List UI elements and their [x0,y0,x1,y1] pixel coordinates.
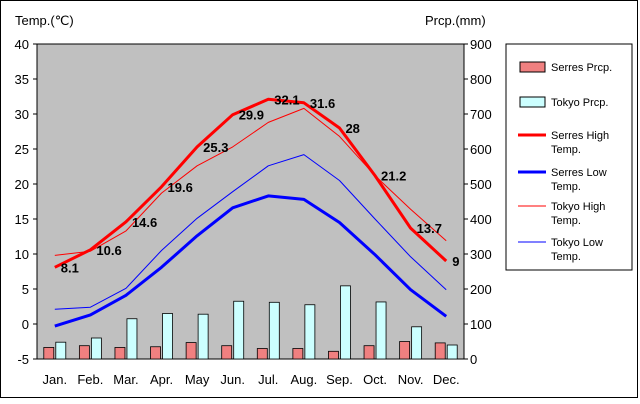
bar-serres-prcp [434,342,446,360]
legend-label: Temp. [551,215,581,227]
data-label: 10.6 [96,243,121,258]
bar-tokyo-prcp [126,318,138,360]
x-tick-label: Apr. [150,372,173,387]
legend-label: Tokyo Low [551,237,603,249]
x-tick-label: Oct. [363,372,387,387]
y-left-tick-label: 5 [22,282,29,297]
y-right-axis-title: Prcp.(mm) [425,13,486,28]
bar-tokyo-prcp [55,341,67,360]
x-tick-label: Jul. [258,372,278,387]
y-right-tick-label: 500 [470,177,492,192]
bar-tokyo-prcp [446,344,458,360]
bar-tokyo-prcp [233,300,245,360]
y-left-tick-label: 20 [15,177,29,192]
x-tick-label: Sep. [326,372,353,387]
y-left-tick-label: 15 [15,212,29,227]
y-left-tick-label: 35 [15,72,29,87]
temperature-lines [54,97,448,328]
y-right-tick-label: 700 [470,107,492,122]
line-serres-low-temp [54,194,448,328]
axes: 40 35 30 25 20 15 10 5 0 -5 900 800 700 600 500 400 300 2… [15,37,492,387]
x-tick-label: May [185,372,210,387]
bar-tokyo-prcp [411,326,423,360]
data-label: 29.9 [239,108,264,123]
data-label: 9 [452,254,459,269]
data-label: 32.1 [274,92,299,107]
bar-serres-prcp [221,345,233,360]
bar-serres-prcp [256,348,268,360]
data-label: 31.6 [310,96,335,111]
data-labels: 8.1 10.6 14.6 19.6 25.3 29.9 32.1 31.6 28 21.2 13.… [61,92,460,275]
y-right-tick-label: 100 [470,317,492,332]
bar-serres-prcp [78,345,90,360]
y-right-tick-label: 300 [470,247,492,262]
y-left-tick-label: 25 [15,142,29,157]
x-tick-label: Feb. [77,372,103,387]
data-label: 21.2 [381,169,406,184]
data-label: 19.6 [168,180,193,195]
bar-tokyo-prcp [268,301,280,360]
bar-serres-prcp [114,347,126,360]
y-right-tick-label: 800 [470,72,492,87]
data-label: 14.6 [132,215,157,230]
bar-tokyo-prcp [162,313,173,360]
bar-tokyo-prcp [90,337,102,360]
y-left-tick-label: 0 [22,317,29,332]
bar-tokyo-prcp [304,304,316,360]
bar-serres-prcp [43,347,55,360]
legend-label: Tokyo High [551,201,605,213]
y-right-tick-label: 0 [470,352,477,367]
legend: Serres Prcp. Tokyo Prcp. Serres High Temp. S… [505,43,633,271]
data-label: 25.3 [203,140,228,155]
legend-label: Temp. [551,181,581,193]
bar-serres-prcp [185,342,197,360]
legend-label: Temp. [551,144,581,156]
bar-serres-prcp [328,350,339,360]
bar-tokyo-prcp [340,285,351,360]
legend-label: Serres Low [551,167,607,179]
bar-tokyo-prcp [375,301,387,360]
line-tokyo-high-temp [54,107,447,256]
x-tick-label: Nov. [398,372,424,387]
y-right-tick-label: 900 [470,37,492,52]
y-left-tick-label: 10 [15,247,29,262]
legend-label: Tokyo Prcp. [551,97,608,109]
y-left-tick-label: -5 [17,352,29,367]
bar-serres-prcp [150,346,161,360]
data-label: 28 [345,121,359,136]
y-left-tick-label: 40 [15,37,29,52]
bar-serres-prcp [292,348,304,360]
y-right-tick-label: 400 [470,212,492,227]
y-right-tick-label: 200 [470,282,492,297]
legend-label: Temp. [551,251,581,263]
x-tick-label: Mar. [113,372,138,387]
y-left-tick-label: 30 [15,107,29,122]
x-tick-label: Dec. [433,372,460,387]
x-tick-label: Jun. [220,372,245,387]
legend-swatch [519,61,546,73]
y-right-tick-label: 600 [470,142,492,157]
line-serres-high-temp [54,97,448,269]
legend-box [505,43,633,271]
data-label: 8.1 [61,260,79,275]
legend-label: Serres High [551,130,609,142]
y-left-axis-title: Temp.(℃) [15,13,74,28]
precipitation-bars [43,285,458,360]
bar-serres-prcp [363,345,375,360]
legend-swatch [519,96,546,108]
legend-label: Serres Prcp. [551,62,612,74]
data-label: 13.7 [417,221,442,236]
line-tokyo-low-temp [54,154,447,310]
x-tick-label: Aug. [291,372,318,387]
bar-tokyo-prcp [197,313,209,360]
bar-serres-prcp [399,341,411,360]
x-tick-label: Jan. [43,372,68,387]
